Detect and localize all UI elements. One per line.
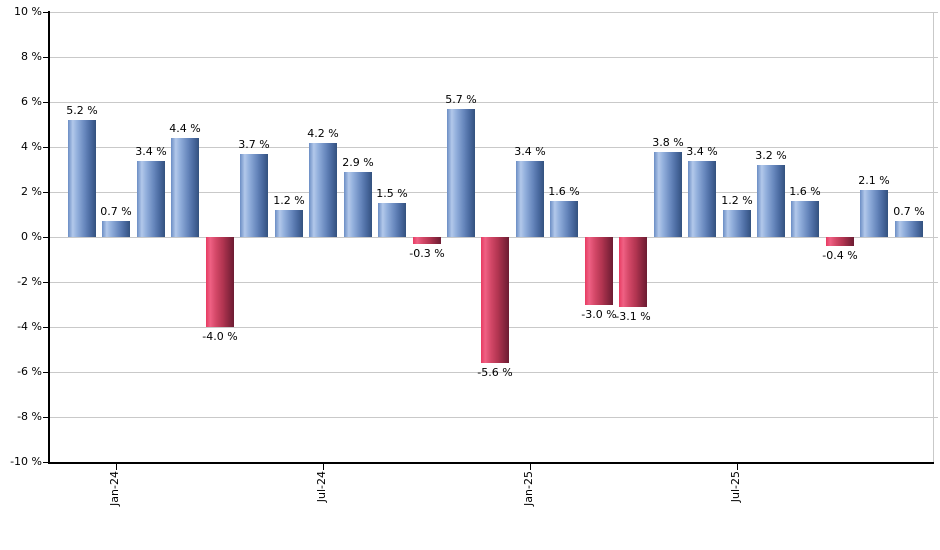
bar-positive	[860, 189, 888, 237]
y-tick-mark	[43, 12, 48, 13]
bar-negative	[826, 237, 854, 246]
gridline-4%	[50, 147, 938, 148]
bar-negative	[585, 237, 613, 305]
y-tick-mark	[43, 147, 48, 148]
bar-positive	[757, 165, 785, 237]
y-axis-tick-label: -8 %	[17, 410, 42, 423]
y-tick-mark	[43, 462, 48, 463]
bar-value-label: -3.0 %	[581, 307, 617, 321]
y-tick-mark	[43, 192, 48, 193]
x-tick-mark	[737, 464, 738, 470]
bar-value-label: -3.1 %	[615, 309, 651, 323]
bar-value-label: -4.0 %	[202, 330, 238, 343]
bar-value-label: 1.2 %	[273, 194, 305, 207]
bar-negative	[206, 237, 234, 327]
y-axis-line	[48, 11, 50, 464]
y-axis-tick-label: -2 %	[17, 275, 42, 288]
x-axis-line	[48, 462, 934, 464]
gridline-2%	[50, 192, 938, 193]
x-axis-tick-label: Jul-24	[315, 471, 328, 503]
bar-positive	[516, 160, 544, 237]
y-axis-tick-label: -10 %	[10, 455, 42, 468]
y-axis-tick-label: 8 %	[21, 50, 42, 63]
bar-negative	[413, 237, 441, 244]
bar-value-label: 2.9 %	[342, 155, 374, 169]
y-axis-tick-label: 6 %	[21, 95, 42, 108]
bar-value-label: 3.7 %	[238, 137, 270, 151]
bar-positive	[344, 171, 372, 237]
x-axis-tick-label: Jan-25	[522, 471, 535, 506]
x-tick-mark	[530, 464, 531, 470]
y-axis-tick-label: -4 %	[17, 320, 42, 333]
bar-positive	[275, 210, 303, 237]
bar-value-label: 1.2 %	[721, 194, 753, 207]
bar-positive	[550, 201, 578, 237]
bar-positive	[654, 151, 682, 237]
bar-value-label: 0.7 %	[100, 205, 132, 219]
bar-positive	[171, 138, 199, 237]
y-axis-tick-label: 4 %	[21, 140, 42, 153]
y-tick-mark	[43, 327, 48, 328]
bar-value-label: -0.3 %	[409, 246, 445, 260]
plot-right-border	[933, 12, 934, 462]
bar-positive	[378, 203, 406, 237]
y-tick-mark	[43, 57, 48, 58]
bar-value-label: 2.1 %	[858, 173, 890, 187]
gridline--8%	[50, 417, 938, 418]
bar-value-label: 3.4 %	[514, 144, 546, 158]
gridline-10%	[50, 12, 938, 13]
y-axis-tick-label: 2 %	[21, 185, 42, 198]
bar-positive	[68, 120, 96, 237]
y-tick-mark	[43, 282, 48, 283]
y-tick-mark	[43, 237, 48, 238]
bar-value-label: 4.2 %	[307, 126, 339, 140]
bar-value-label: -0.4 %	[822, 249, 858, 262]
y-axis-tick-label: -6 %	[17, 365, 42, 378]
bar-value-label: 3.2 %	[755, 149, 787, 162]
y-axis-tick-label: 0 %	[21, 230, 42, 243]
bar-negative	[481, 237, 509, 363]
bar-value-label: 3.8 %	[652, 135, 684, 149]
bar-value-label: 3.4 %	[686, 144, 718, 158]
bar-value-label: 5.7 %	[445, 92, 477, 106]
bar-positive	[791, 201, 819, 237]
x-tick-mark	[116, 464, 117, 470]
bar-value-label: 4.4 %	[169, 122, 201, 135]
bar-value-label: 0.7 %	[893, 205, 925, 219]
bar-value-label: -5.6 %	[477, 366, 513, 379]
bar-positive	[102, 221, 130, 237]
bar-value-label: 3.4 %	[135, 144, 167, 158]
bar-positive	[447, 108, 475, 237]
y-tick-mark	[43, 417, 48, 418]
bar-value-label: 1.6 %	[789, 185, 821, 198]
bar-negative	[619, 237, 647, 307]
y-tick-mark	[43, 102, 48, 103]
gridline--6%	[50, 372, 938, 373]
bar-positive	[309, 142, 337, 237]
bar-positive	[137, 160, 165, 237]
bar-positive	[895, 221, 923, 237]
x-tick-mark	[323, 464, 324, 470]
x-axis-tick-label: Jan-24	[108, 471, 121, 506]
bar-positive	[240, 153, 268, 237]
bar-value-label: 1.6 %	[548, 185, 580, 198]
y-axis-tick-label: 10 %	[14, 5, 42, 18]
bar-value-label: 1.5 %	[376, 187, 408, 201]
bar-positive	[688, 160, 716, 237]
gridline-8%	[50, 57, 938, 58]
bar-positive	[723, 210, 751, 237]
gridline-6%	[50, 102, 938, 103]
bar-value-label: 5.2 %	[66, 104, 98, 117]
y-tick-mark	[43, 372, 48, 373]
x-axis-tick-label: Jul-25	[729, 471, 742, 503]
